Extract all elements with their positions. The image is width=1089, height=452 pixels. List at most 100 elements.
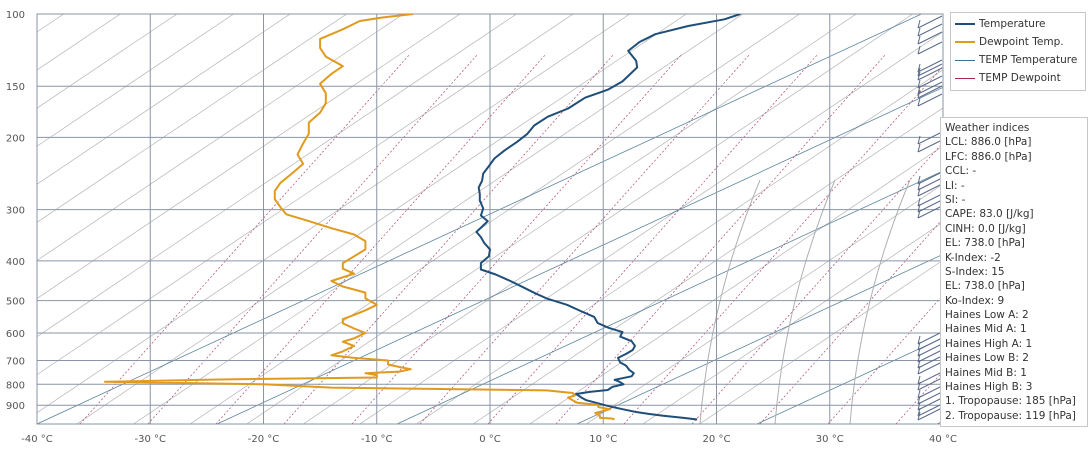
dry-adiabat-line (472, 107, 943, 424)
index-s-index: S-Index: 15 (945, 265, 1005, 278)
wind-barb-icon (917, 23, 943, 37)
dry-adiabat-line (37, 14, 235, 147)
skewed-isotherm-line (396, 170, 943, 424)
legend-label-temp-dewpoint: TEMP Dewpoint (979, 72, 1061, 84)
temperature-line (475, 14, 741, 421)
index-li: LI: - (945, 179, 965, 192)
dry-adiabat-line (246, 14, 857, 424)
y-tick-label: 700 (6, 356, 25, 367)
y-axis-ticks: 100 150 200 300 400 500 600 700 800 900 (6, 10, 25, 412)
index-lfc: LFC: 886.0 [hPa] (945, 150, 1032, 163)
dry-adiabat-line (132, 14, 744, 424)
wind-barb-icon (917, 331, 943, 345)
dry-adiabat-line (37, 14, 461, 300)
legend-item-temp-temperature[interactable]: TEMP Temperature (955, 51, 1081, 69)
mixing-ratio-line (351, 53, 683, 424)
index-haines-mid-a: Haines Mid A: 1 (945, 323, 1027, 336)
weather-indices-panel: Weather indices LCL: 886.0 [hPa] LFC: 88… (940, 117, 1088, 428)
dry-adiabat-line (37, 14, 631, 414)
mixing-ratio-line (623, 65, 943, 424)
mixing-ratio-line (79, 53, 411, 424)
x-tick-label: -20 °C (248, 434, 280, 445)
wind-barb-icon (917, 85, 943, 99)
dry-adiabat-line (37, 14, 178, 109)
x-tick-label: -40 °C (21, 434, 53, 445)
dry-adiabat-line (359, 31, 943, 424)
skewed-isotherm-line (216, 87, 943, 424)
dry-adiabat-line (37, 14, 518, 338)
dry-adiabat-line (302, 14, 914, 424)
skewed-isotherm-line (576, 253, 943, 424)
index-k-index: K-Index: -2 (945, 251, 1001, 264)
wind-barb-icon (917, 31, 943, 45)
wind-barb-icon (917, 385, 943, 399)
wind-barb-icon (917, 337, 943, 351)
x-tick-label: -30 °C (135, 434, 167, 445)
dry-adiabat-line (37, 14, 348, 223)
legend-item-temperature[interactable]: Temperature (955, 15, 1081, 33)
legend-label-dewpoint: Dewpoint Temp. (979, 36, 1064, 48)
y-tick-label: 200 (6, 133, 25, 144)
y-tick-label: 100 (6, 10, 25, 21)
legend-label-temperature: Temperature (979, 18, 1046, 30)
wind-barb-icon (917, 403, 943, 417)
wind-barb-icon (917, 63, 943, 77)
dry-adiabat-line (529, 145, 943, 424)
x-tick-label: 30 °C (816, 434, 844, 445)
wind-barb-icon (917, 391, 943, 405)
legend-item-temp-dewpoint[interactable]: TEMP Dewpoint (955, 69, 1081, 87)
data-series (104, 14, 741, 421)
x-axis-ticks: -40 °C -30 °C -20 °C -10 °C 0 °C 10 °C 20 °C 30… (21, 434, 957, 445)
dry-adiabat-line (37, 14, 404, 261)
wind-barb-icon (917, 59, 943, 73)
dry-adiabat-line (0, 0, 37, 444)
wind-barb-icon (917, 67, 943, 81)
wind-barb-icon (917, 183, 943, 197)
index-el: EL: 738.0 [hPa] (945, 237, 1025, 250)
dry-adiabat-line (37, 14, 121, 71)
dry-adiabat-line (37, 14, 291, 185)
y-tick-label: 900 (6, 401, 25, 412)
y-tick-label: 150 (6, 82, 25, 93)
wind-barb-icon (917, 407, 943, 421)
x-tick-label: 10 °C (589, 434, 617, 445)
y-tick-label: 500 (6, 297, 25, 308)
mixing-ratio-line (215, 53, 547, 424)
mixing-ratio-line (419, 53, 751, 424)
chart-legend: Temperature Dewpoint Temp. TEMP Temperat… (950, 12, 1086, 91)
x-tick-label: 40 °C (929, 434, 957, 445)
wind-barb-icon (917, 355, 943, 369)
y-tick-label: 800 (6, 380, 25, 391)
skewed-isotherm-line (756, 337, 943, 424)
wind-barb-icon (917, 93, 943, 107)
wind-barb-icon (917, 205, 943, 219)
wind-barb-icon (917, 15, 943, 29)
wind-barb-icon (917, 361, 943, 375)
wind-barb-icon (917, 349, 943, 363)
wind-barbs (917, 15, 943, 421)
wind-barb-icon (917, 75, 943, 89)
mixing-ratio-line (555, 53, 887, 424)
legend-swatch-temp-dewpoint (955, 77, 975, 79)
y-tick-label: 300 (6, 206, 25, 217)
wind-barb-icon (917, 177, 943, 191)
wind-barb-icon (917, 139, 943, 153)
x-tick-label: -10 °C (361, 434, 393, 445)
index-tropopause-2: 2. Tropopause: 119 [hPa] (945, 409, 1076, 422)
index-haines-high-b: Haines High B: 3 (945, 381, 1033, 394)
wind-barb-icon (917, 131, 943, 145)
index-el-2: EL: 738.0 [hPa] (945, 280, 1025, 293)
legend-swatch-temp-temperature (955, 59, 975, 61)
index-cinh: CINH: 0.0 [J/kg] (945, 222, 1026, 235)
dry-adiabat-line (189, 14, 801, 424)
legend-item-dewpoint[interactable]: Dewpoint Temp. (955, 33, 1081, 51)
mixing-ratio-line (283, 53, 615, 424)
x-tick-label: 0 °C (479, 434, 501, 445)
wind-barb-icon (917, 193, 943, 207)
weather-indices-title: Weather indices (945, 122, 1030, 134)
index-haines-mid-b: Haines Mid B: 1 (945, 366, 1027, 379)
dewpoint-line (104, 14, 615, 421)
wind-barb-icon (917, 343, 943, 357)
index-cape: CAPE: 83.0 [J/kg] (945, 208, 1034, 221)
